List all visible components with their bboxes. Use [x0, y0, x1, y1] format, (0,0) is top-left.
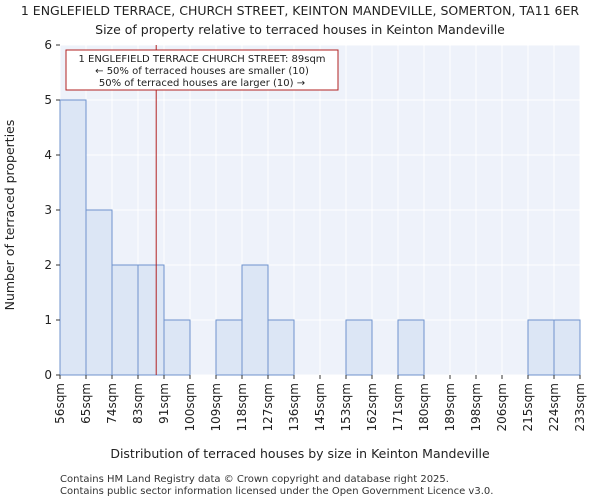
x-axis-ticks: 56sqm 65sqm 74sqm 83sqm 91sqm 100sqm 109sqm 118…	[53, 375, 587, 431]
x-tick-label: 74sqm	[105, 383, 119, 424]
y-tick-label: 5	[44, 93, 52, 107]
y-tick-label: 0	[44, 368, 52, 382]
annotation-line-2: ← 50% of terraced houses are smaller (10…	[95, 66, 309, 77]
bar-224sqm	[553, 319, 581, 376]
x-tick-label: 91sqm	[157, 383, 171, 424]
annotation-line-3: 50% of terraced houses are larger (10) →	[99, 78, 305, 89]
y-tick-label: 2	[44, 258, 52, 272]
annotation-frame	[65, 49, 339, 91]
y-axis-label: Number of terraced properties	[2, 120, 17, 311]
y-axis-ticks: 0 1 2 3 4 5 6	[44, 38, 60, 382]
x-tick-label: 189sqm	[443, 383, 457, 431]
bar-56sqm	[59, 99, 87, 376]
x-tick-label: 215sqm	[521, 383, 535, 431]
bar-215sqm	[527, 319, 555, 376]
x-tick-label: 233sqm	[573, 383, 587, 431]
x-tick-label: 153sqm	[339, 383, 353, 431]
y-tick-label: 1	[44, 313, 52, 327]
x-tick-label: 171sqm	[391, 383, 405, 431]
x-tick-label: 198sqm	[469, 383, 483, 431]
chart-title: 1 ENGLEFIELD TERRACE, CHURCH STREET, KEI…	[21, 3, 580, 18]
chart-subtitle: Size of property relative to terraced ho…	[95, 22, 505, 37]
x-tick-label: 109sqm	[209, 383, 223, 431]
bar-91sqm	[163, 319, 191, 376]
x-tick-label: 162sqm	[365, 383, 379, 431]
annotation-line-1: 1 ENGLEFIELD TERRACE CHURCH STREET: 89sq…	[78, 54, 325, 65]
bar-153sqm	[345, 319, 373, 376]
footer-licence: Contains public sector information licen…	[60, 486, 493, 497]
x-axis-label: Distribution of terraced houses by size …	[110, 446, 490, 461]
bar-83sqm	[137, 264, 165, 376]
x-tick-label: 136sqm	[287, 383, 301, 431]
x-tick-label: 56sqm	[53, 383, 67, 424]
x-tick-label: 83sqm	[131, 383, 145, 424]
x-tick-label: 127sqm	[261, 383, 275, 431]
bar-118sqm	[241, 264, 269, 376]
footer-copyright: Contains HM Land Registry data © Crown c…	[60, 474, 449, 485]
x-tick-label: 65sqm	[79, 383, 93, 424]
x-tick-label: 224sqm	[547, 383, 561, 431]
x-tick-label: 180sqm	[417, 383, 431, 431]
bar-127sqm	[267, 319, 295, 376]
y-tick-label: 6	[44, 38, 52, 52]
y-tick-label: 4	[44, 148, 52, 162]
bars-group	[59, 99, 581, 376]
annotation-box: 1 ENGLEFIELD TERRACE CHURCH STREET: 89sq…	[65, 49, 339, 91]
bar-74sqm	[111, 264, 139, 376]
bar-109sqm	[215, 319, 243, 376]
y-tick-label: 3	[44, 203, 52, 217]
bar-65sqm	[85, 209, 113, 376]
x-tick-label: 100sqm	[183, 383, 197, 431]
x-tick-label: 145sqm	[313, 383, 327, 431]
x-tick-label: 118sqm	[235, 383, 249, 431]
x-tick-label: 206sqm	[495, 383, 509, 431]
bar-171sqm	[397, 319, 425, 376]
